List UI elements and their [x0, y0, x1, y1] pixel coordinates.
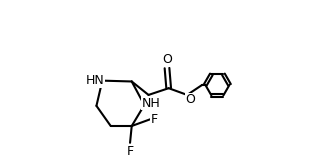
- Text: F: F: [151, 113, 158, 126]
- Text: NH: NH: [142, 97, 160, 110]
- Text: O: O: [162, 53, 172, 66]
- Text: O: O: [186, 93, 195, 107]
- Text: HN: HN: [86, 74, 104, 87]
- Text: F: F: [127, 145, 134, 158]
